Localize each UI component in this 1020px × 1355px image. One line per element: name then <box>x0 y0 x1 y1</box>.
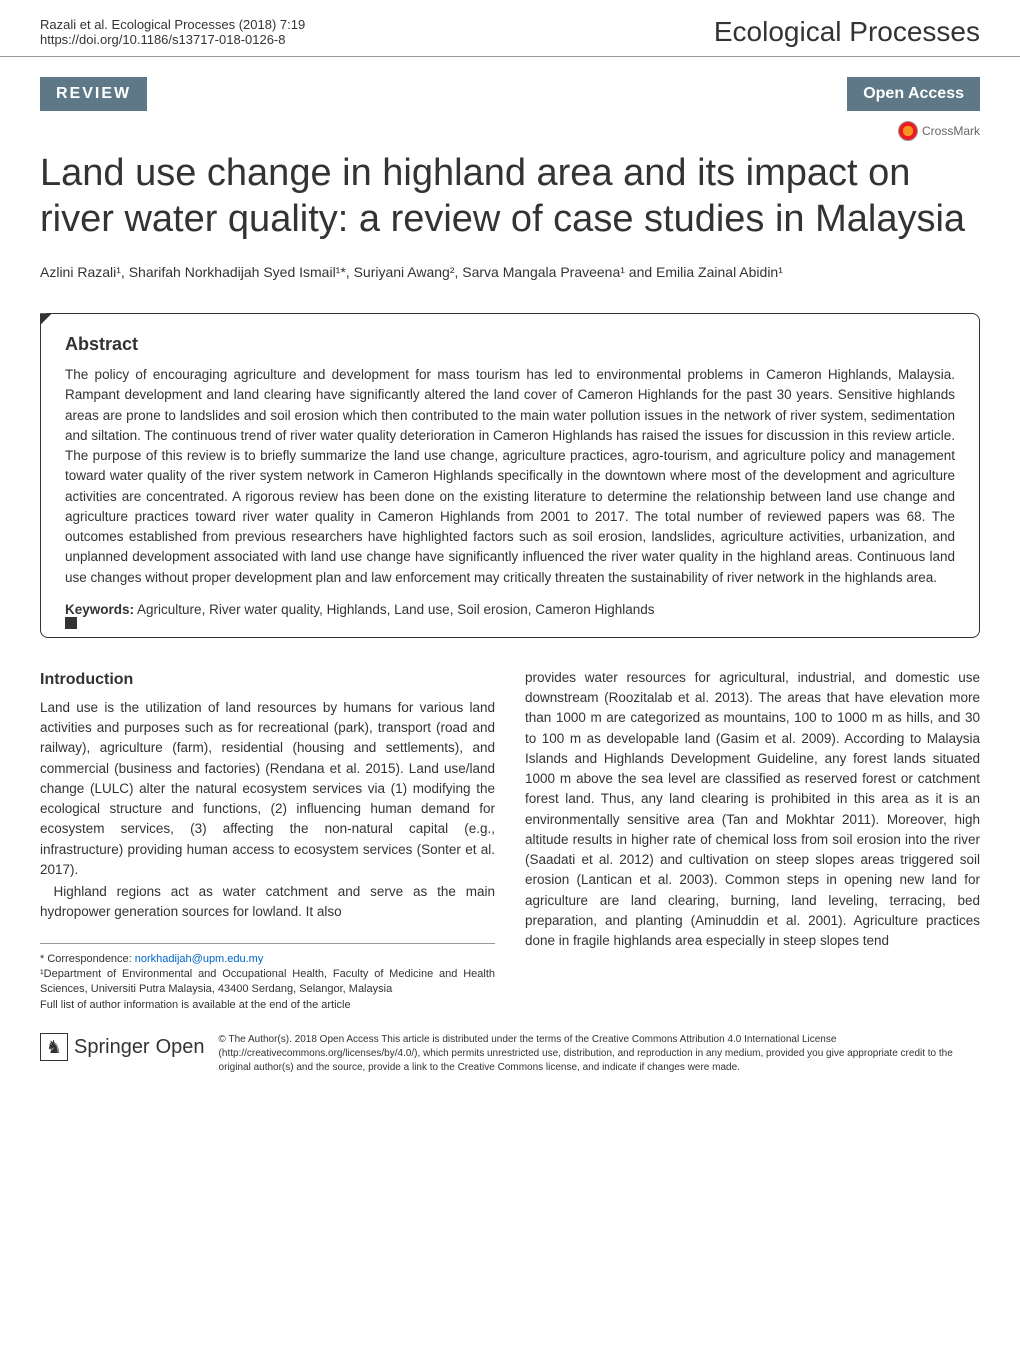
springer-open-text: Open <box>156 1036 205 1059</box>
review-badge: REVIEW <box>40 77 147 111</box>
journal-name: Ecological Processes <box>714 16 980 48</box>
intro-paragraph-1: Land use is the utilization of land reso… <box>40 698 495 880</box>
author-list: Azlini Razali¹, Sharifah Norkhadijah Sye… <box>40 262 980 283</box>
crossmark-label: CrossMark <box>922 124 980 138</box>
correspondence-line: * Correspondence: norkhadijah@upm.edu.my <box>40 952 495 967</box>
crossmark-icon <box>898 121 918 141</box>
author-info-note: Full list of author information is avail… <box>40 998 495 1013</box>
keywords-text: Agriculture, River water quality, Highla… <box>134 602 655 617</box>
body-columns: Introduction Land use is the utilization… <box>40 668 980 1013</box>
keywords-label: Keywords: <box>65 602 134 617</box>
introduction-heading: Introduction <box>40 668 495 692</box>
springer-horse-icon: ♞ <box>40 1033 68 1061</box>
crossmark-widget[interactable]: CrossMark <box>0 121 980 141</box>
intro-paragraph-3: provides water resources for agricultura… <box>525 668 980 952</box>
intro-paragraph-2: Highland regions act as water catchment … <box>40 882 495 923</box>
right-column: provides water resources for agricultura… <box>525 668 980 1013</box>
license-text: © The Author(s). 2018 Open Access This a… <box>219 1033 980 1075</box>
affiliation-line: ¹Department of Environmental and Occupat… <box>40 967 495 998</box>
keywords-row: Keywords: Agriculture, River water quali… <box>65 602 955 617</box>
abstract-text: The policy of encouraging agriculture an… <box>65 365 955 588</box>
article-title: Land use change in highland area and its… <box>40 151 980 242</box>
left-column: Introduction Land use is the utilization… <box>40 668 495 1013</box>
citation-line: Razali et al. Ecological Processes (2018… <box>40 17 305 32</box>
correspondence-email[interactable]: norkhadijah@upm.edu.my <box>135 953 264 965</box>
article-type-row: REVIEW Open Access <box>40 77 980 111</box>
footer-row: ♞ Springer Open © The Author(s). 2018 Op… <box>40 1033 980 1075</box>
springer-open-logo: ♞ Springer Open <box>40 1033 205 1061</box>
abstract-heading: Abstract <box>65 334 955 355</box>
citation-block: Razali et al. Ecological Processes (2018… <box>40 17 305 47</box>
page-header: Razali et al. Ecological Processes (2018… <box>0 0 1020 57</box>
abstract-box: Abstract The policy of encouraging agric… <box>40 313 980 638</box>
footnote-block: * Correspondence: norkhadijah@upm.edu.my… <box>40 943 495 1014</box>
open-access-badge: Open Access <box>847 77 980 111</box>
springer-brand-text: Springer <box>74 1036 150 1059</box>
doi-line: https://doi.org/10.1186/s13717-018-0126-… <box>40 32 305 47</box>
